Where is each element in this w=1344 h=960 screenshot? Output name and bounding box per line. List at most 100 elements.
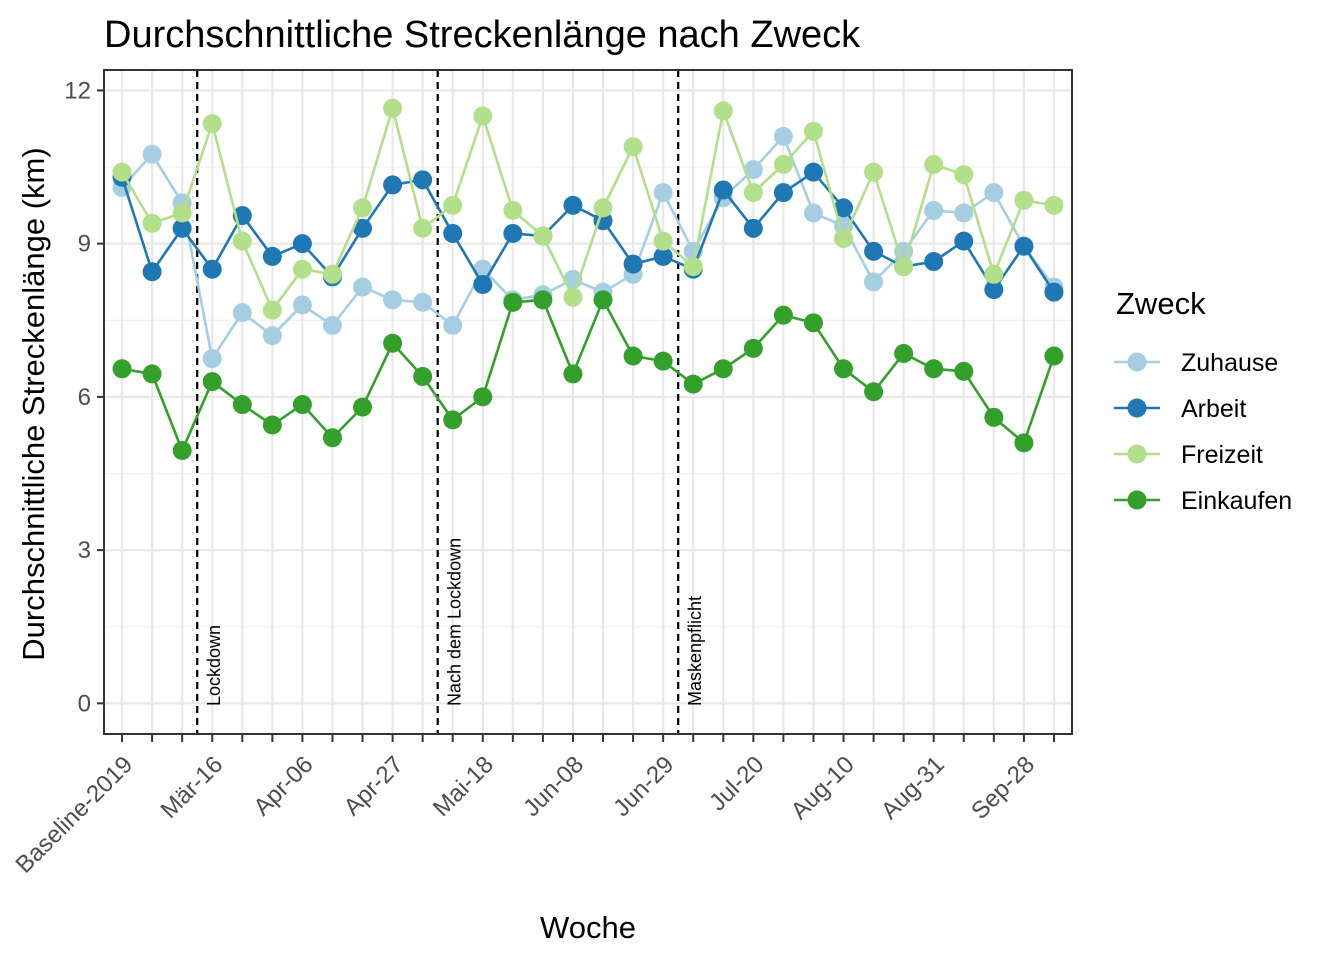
- data-point-arbeit: [803, 162, 823, 182]
- data-point-einkaufen: [142, 364, 162, 384]
- data-point-freizeit: [894, 257, 914, 277]
- plot-panel: 0 3 6 9 12 Baseline-2019 Mär-16 Apr-06 Apr-27 Mai…: [11, 69, 1073, 879]
- y-tick-label: 12: [64, 77, 91, 104]
- data-point-einkaufen: [353, 397, 373, 417]
- data-point-einkaufen: [112, 359, 132, 379]
- data-point-zuhause: [924, 200, 944, 220]
- data-point-zuhause: [383, 290, 403, 310]
- data-point-arbeit: [924, 252, 944, 272]
- data-point-freizeit: [473, 106, 493, 126]
- data-point-arbeit: [503, 223, 523, 243]
- legend-label-zuhause: Zuhause: [1181, 349, 1278, 377]
- data-point-zuhause: [142, 144, 162, 164]
- data-point-zuhause: [232, 303, 252, 323]
- data-point-einkaufen: [954, 361, 974, 381]
- data-point-arbeit: [713, 180, 733, 200]
- legend-title: Zweck: [1116, 286, 1206, 321]
- data-point-einkaufen: [924, 359, 944, 379]
- legend-label-einkaufen: Einkaufen: [1181, 487, 1292, 515]
- x-tick-label: Mär-16: [155, 751, 228, 824]
- data-point-freizeit: [503, 200, 523, 220]
- data-point-zuhause: [262, 326, 282, 346]
- data-point-einkaufen: [653, 351, 673, 371]
- data-point-arbeit: [413, 170, 433, 190]
- data-point-arbeit: [262, 246, 282, 266]
- data-point-arbeit: [1044, 282, 1064, 302]
- data-point-arbeit: [142, 262, 162, 282]
- data-point-freizeit: [533, 226, 553, 246]
- data-point-arbeit: [653, 246, 673, 266]
- data-point-freizeit: [563, 287, 583, 307]
- data-point-einkaufen: [232, 395, 252, 415]
- data-point-arbeit: [383, 175, 403, 195]
- data-point-einkaufen: [322, 428, 342, 448]
- data-point-freizeit: [443, 195, 463, 215]
- data-point-freizeit: [623, 137, 643, 157]
- data-point-einkaufen: [503, 292, 523, 312]
- data-point-freizeit: [142, 213, 162, 233]
- data-point-einkaufen: [533, 290, 553, 310]
- data-point-einkaufen: [563, 364, 583, 384]
- y-tick-label: 3: [78, 537, 91, 564]
- data-point-freizeit: [743, 183, 763, 203]
- x-tick-label: Jun-08: [518, 751, 589, 822]
- x-tick-label: Jun-29: [608, 751, 679, 822]
- legend-key-point: [1127, 490, 1147, 510]
- data-point-arbeit: [1014, 236, 1034, 256]
- data-point-arbeit: [473, 275, 493, 295]
- data-point-freizeit: [353, 198, 373, 218]
- data-point-einkaufen: [593, 290, 613, 310]
- data-point-arbeit: [172, 218, 192, 238]
- data-point-einkaufen: [803, 313, 823, 333]
- data-point-zuhause: [954, 203, 974, 223]
- data-point-freizeit: [803, 121, 823, 141]
- x-tick-label: Apr-27: [339, 751, 409, 821]
- data-point-freizeit: [954, 165, 974, 185]
- data-point-freizeit: [413, 218, 433, 238]
- legend-label-freizeit: Freizeit: [1181, 441, 1263, 469]
- x-tick-label: Jul-20: [704, 751, 769, 816]
- data-point-einkaufen: [1044, 346, 1064, 366]
- reference-line-label: Nach dem Lockdown: [445, 538, 465, 706]
- data-point-zuhause: [322, 315, 342, 335]
- data-point-freizeit: [834, 229, 854, 249]
- data-point-zuhause: [984, 183, 1004, 203]
- y-axis-title: Durchschnittliche Streckenlänge (km): [16, 147, 51, 660]
- data-point-zuhause: [773, 126, 793, 146]
- x-tick-label: Apr-06: [248, 751, 318, 821]
- data-point-arbeit: [563, 195, 583, 215]
- data-point-zuhause: [443, 315, 463, 335]
- x-tick-label: Mai-18: [428, 751, 499, 822]
- data-point-einkaufen: [383, 333, 403, 353]
- data-point-einkaufen: [834, 359, 854, 379]
- data-point-einkaufen: [864, 382, 884, 402]
- data-point-arbeit: [353, 218, 373, 238]
- data-point-zuhause: [864, 272, 884, 292]
- data-point-arbeit: [292, 234, 312, 254]
- data-point-einkaufen: [984, 407, 1004, 427]
- data-point-freizeit: [1044, 195, 1064, 215]
- y-tick-label: 6: [78, 384, 91, 411]
- data-point-einkaufen: [1014, 433, 1034, 453]
- data-point-einkaufen: [743, 338, 763, 358]
- data-point-freizeit: [984, 264, 1004, 284]
- data-point-zuhause: [743, 160, 763, 180]
- data-point-einkaufen: [623, 346, 643, 366]
- data-point-freizeit: [713, 101, 733, 121]
- data-point-freizeit: [593, 198, 613, 218]
- data-point-freizeit: [322, 264, 342, 284]
- data-point-zuhause: [653, 183, 673, 203]
- data-point-einkaufen: [473, 387, 493, 407]
- data-point-freizeit: [232, 231, 252, 251]
- data-point-zuhause: [413, 292, 433, 312]
- data-point-freizeit: [262, 300, 282, 320]
- x-tick-label: Aug-31: [876, 751, 950, 825]
- data-point-freizeit: [773, 154, 793, 174]
- data-point-arbeit: [864, 241, 884, 261]
- data-point-einkaufen: [202, 372, 222, 392]
- x-tick-label: Baseline-2019: [11, 751, 139, 879]
- data-point-zuhause: [202, 349, 222, 369]
- data-point-einkaufen: [262, 415, 282, 435]
- data-point-zuhause: [353, 277, 373, 297]
